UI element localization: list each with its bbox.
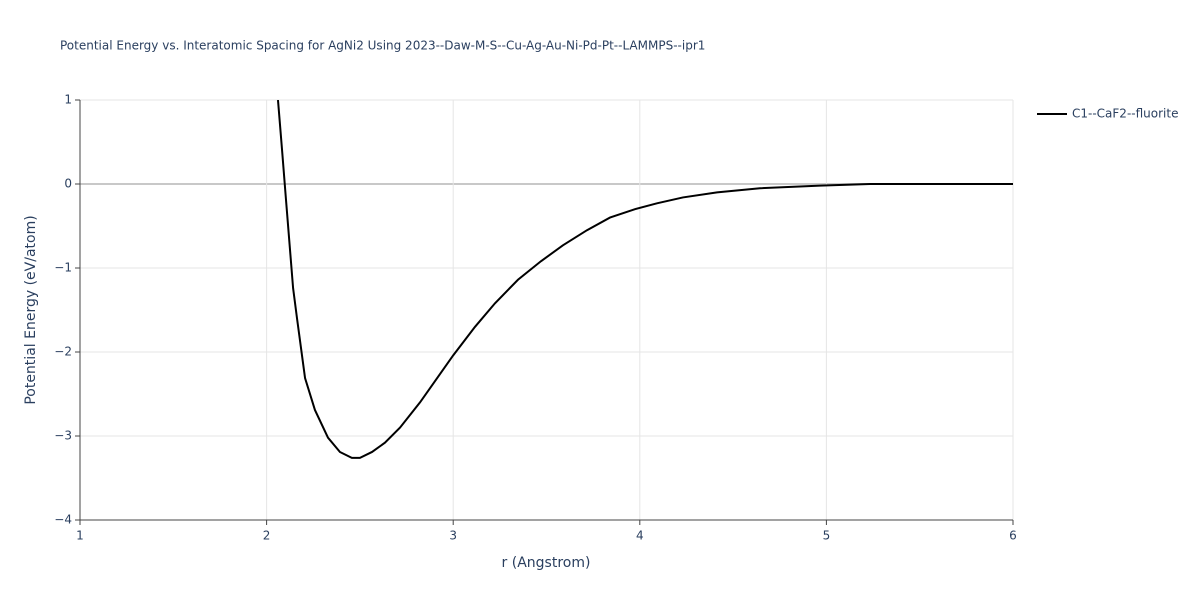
- y-tick-label: −4: [54, 513, 72, 527]
- y-tick-label: −2: [54, 345, 72, 359]
- x-tick-label: 4: [636, 529, 644, 543]
- line-series: [276, 100, 1013, 459]
- y-axis-title: Potential Energy (eV/atom): [23, 215, 39, 404]
- y-tick-label: −1: [54, 261, 72, 275]
- chart-title: Potential Energy vs. Interatomic Spacing…: [60, 39, 705, 53]
- x-tick-label: 6: [1009, 529, 1017, 543]
- y-tick-label: 1: [64, 93, 72, 107]
- y-tick-label: 0: [64, 177, 72, 191]
- grid: [79, 99, 1014, 521]
- x-tick-label: 1: [76, 529, 84, 543]
- plot-area: [276, 100, 1013, 459]
- x-tick-label: 3: [449, 529, 457, 543]
- x-tick-label: 5: [823, 529, 831, 543]
- labels: −4 −3 −2 −1 0 1 1 2 3 4 5 6 C1--CaF2--fluorite: [54, 93, 1178, 543]
- x-tick-label: 2: [263, 529, 271, 543]
- x-axis-title: r (Angstrom): [502, 555, 591, 571]
- y-tick-label: −3: [54, 429, 72, 443]
- legend-label: C1--CaF2--fluorite: [1072, 107, 1178, 121]
